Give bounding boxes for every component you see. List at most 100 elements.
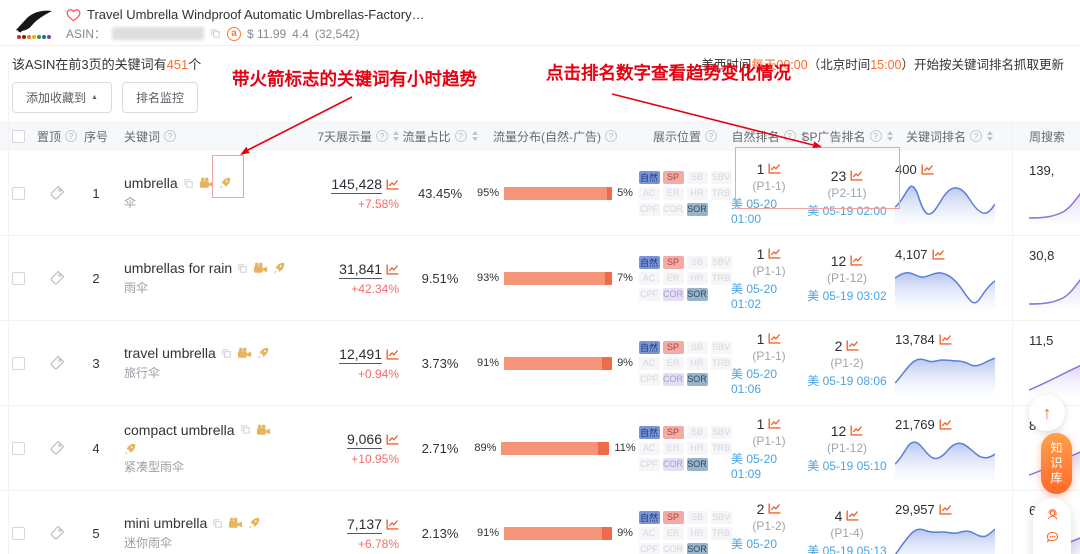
rocket-icon[interactable] [124,443,136,455]
copy-icon[interactable] [183,178,194,189]
help-icon[interactable] [869,130,882,142]
impressions-value[interactable]: 145,428 [331,175,382,194]
position-badge: SP [662,425,684,439]
customer-service-icon[interactable] [1042,507,1063,521]
row-checkbox[interactable] [11,186,25,200]
trend-chart-icon[interactable] [386,519,399,530]
back-to-top-button[interactable]: ↑ [1029,395,1065,431]
trend-chart-icon[interactable] [768,333,781,344]
trend-chart-icon[interactable] [939,418,952,430]
add-to-favorites-button[interactable]: 添加收藏到 ▲ [12,82,112,113]
keyword-text[interactable]: compact umbrella [124,421,235,438]
trend-chart-icon[interactable] [386,434,399,445]
impressions-value[interactable]: 12,491 [339,345,382,364]
knowledge-base-button[interactable]: 知识库 [1041,433,1072,494]
impressions-value[interactable]: 7,137 [346,515,382,534]
sp-rank-value[interactable]: 4 [834,507,843,524]
help-icon[interactable] [376,130,388,142]
copy-icon[interactable] [210,28,221,39]
impressions-value[interactable]: 9,066 [346,430,382,449]
row-checkbox[interactable] [11,526,25,540]
keyword-text[interactable]: umbrella [124,175,178,191]
video-icon[interactable] [228,517,243,529]
keyword-text[interactable]: travel umbrella [124,345,216,361]
keyword-translation: 迷你雨伞 [124,536,173,550]
impressions-value[interactable]: 31,841 [339,260,382,279]
trend-chart-icon[interactable] [386,349,399,360]
trend-chart-icon[interactable] [386,179,399,190]
pin-tag-icon[interactable] [49,355,65,371]
rocket-icon[interactable] [257,347,269,359]
sort-icon[interactable] [471,131,478,141]
natural-rank-value[interactable]: 1 [756,330,765,347]
pin-tag-icon[interactable] [49,440,65,456]
help-icon[interactable] [605,130,617,142]
keyword-rank-value[interactable]: 21,769 [895,416,935,432]
rank-monitor-button[interactable]: 排名监控 [121,82,198,113]
keyword-rank-value[interactable]: 13,784 [895,331,935,347]
trend-chart-icon[interactable] [768,248,781,259]
copy-icon[interactable] [240,424,251,435]
select-all-checkbox[interactable] [11,129,25,143]
copy-icon[interactable] [221,348,232,359]
trend-chart-icon[interactable] [768,503,781,514]
help-icon[interactable] [783,130,796,142]
natural-rank-value[interactable]: 1 [756,415,765,432]
trend-chart-icon[interactable] [939,333,952,345]
help-icon[interactable] [705,130,717,142]
sort-icon[interactable] [886,131,893,141]
chat-icon[interactable] [1042,530,1063,544]
row-checkbox[interactable] [11,356,25,370]
trend-chart-icon[interactable] [850,255,863,266]
row-checkbox[interactable] [11,441,25,455]
trend-chart-icon[interactable] [846,340,859,351]
trend-chart-icon[interactable] [850,425,863,436]
copy-icon[interactable] [212,518,223,529]
help-icon[interactable] [454,130,467,142]
trend-chart-icon[interactable] [850,170,863,181]
rocket-icon[interactable] [273,262,285,274]
video-icon[interactable] [253,262,268,274]
sp-rank-value[interactable]: 12 [830,422,847,439]
impressions-change: +6.78% [357,536,399,551]
natural-rank-value[interactable]: 2 [756,500,765,517]
keyword-text[interactable]: umbrellas for rain [124,260,233,276]
rocket-icon[interactable] [219,177,231,189]
trend-chart-icon[interactable] [846,510,859,521]
trend-chart-icon[interactable] [932,248,945,260]
pin-tag-icon[interactable] [49,525,65,541]
sort-icon[interactable] [987,131,993,141]
product-reviews: (32,542) [314,26,360,41]
trend-chart-icon[interactable] [939,503,952,515]
natural-rank-value[interactable]: 1 [756,245,765,262]
video-icon[interactable] [256,424,271,436]
copy-icon[interactable] [237,263,248,274]
keyword-translation: 伞 [124,196,137,210]
favorite-heart-icon[interactable] [66,8,81,22]
product-title[interactable]: Travel Umbrella Windproof Automatic Umbr… [87,7,425,22]
keyword-text[interactable]: mini umbrella [124,515,208,531]
sp-rank-value[interactable]: 2 [834,337,843,354]
pin-tag-icon[interactable] [49,185,65,201]
video-icon[interactable] [199,177,214,189]
trend-chart-icon[interactable] [768,163,781,174]
rocket-icon[interactable] [248,517,260,529]
help-icon[interactable] [164,130,177,142]
keyword-rank-value[interactable]: 400 [895,161,917,177]
row-checkbox[interactable] [11,271,25,285]
trend-chart-icon[interactable] [386,264,399,275]
sp-rank-value[interactable]: 12 [830,252,847,269]
trend-chart-icon[interactable] [768,418,781,429]
traffic-dist-bar [504,186,613,200]
trend-chart-icon[interactable] [921,163,934,175]
pin-tag-icon[interactable] [49,270,65,286]
sp-rank-value[interactable]: 23 [830,167,847,184]
help-icon[interactable] [65,130,77,142]
amazon-link-icon[interactable]: a [227,26,242,41]
sort-icon[interactable] [393,131,399,141]
keyword-rank-value[interactable]: 4,107 [895,246,928,262]
natural-rank-value[interactable]: 1 [756,160,765,177]
video-icon[interactable] [237,347,252,359]
help-icon[interactable] [970,130,982,142]
keyword-rank-value[interactable]: 29,957 [895,501,935,517]
